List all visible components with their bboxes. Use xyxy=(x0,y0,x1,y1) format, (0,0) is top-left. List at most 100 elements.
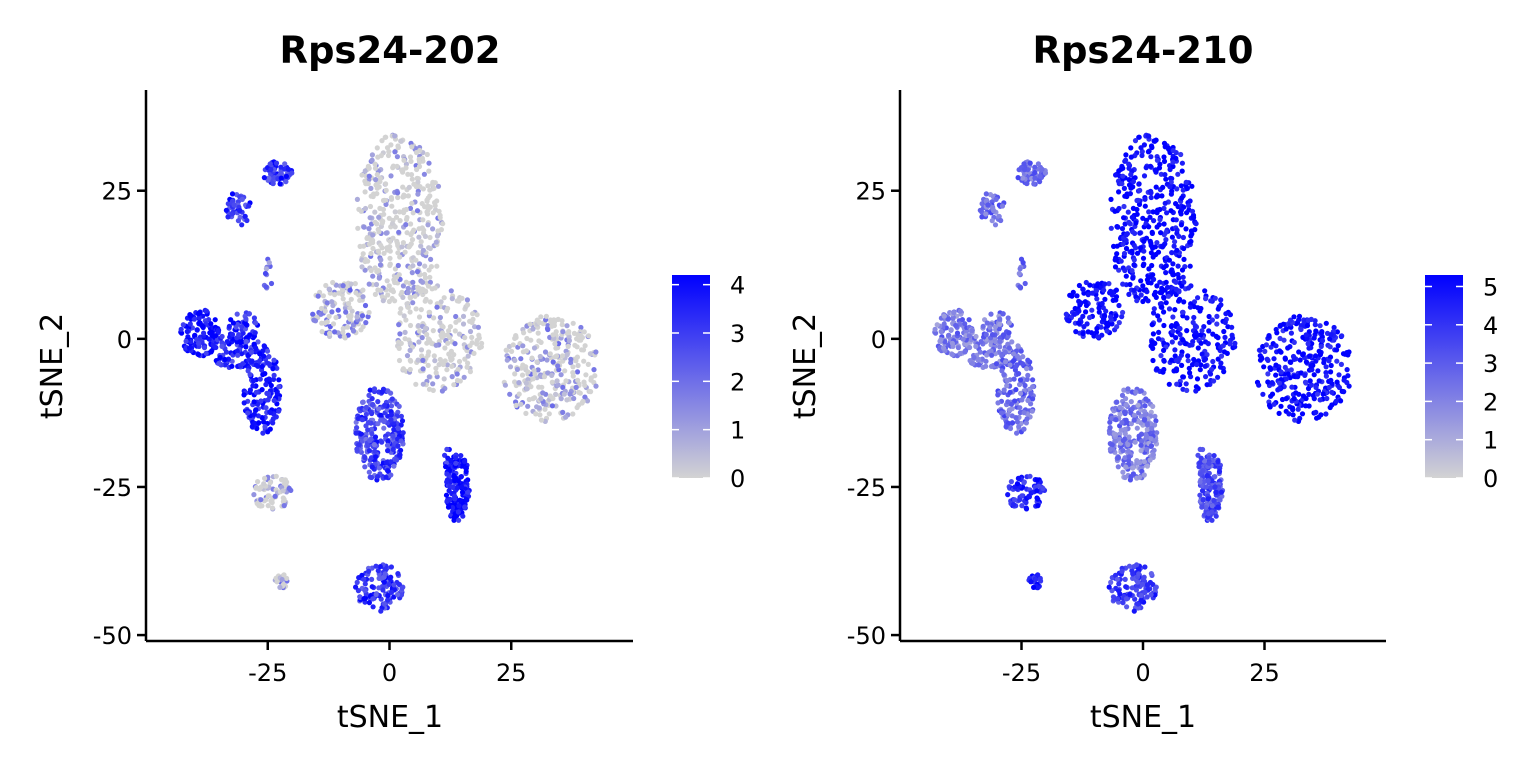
cell-point xyxy=(1163,279,1169,285)
cell-point xyxy=(335,307,341,313)
cell-point xyxy=(459,484,465,490)
cell-point xyxy=(359,172,365,178)
cell-point xyxy=(440,361,446,368)
cell-point xyxy=(1085,292,1091,298)
cell-point xyxy=(555,382,561,388)
cell-point xyxy=(1141,417,1147,423)
cell-point xyxy=(1121,250,1128,257)
cell-point xyxy=(344,324,351,330)
cell-point xyxy=(353,584,359,590)
cell-point xyxy=(1172,353,1178,359)
cell-point xyxy=(1199,488,1206,494)
cell-point xyxy=(362,464,368,470)
cell-point xyxy=(1024,416,1030,422)
cell-point xyxy=(380,298,386,304)
cell-point xyxy=(403,222,409,228)
cell-point xyxy=(365,427,371,433)
cell-point xyxy=(1152,438,1158,444)
cell-point xyxy=(997,338,1003,345)
cell-point xyxy=(215,328,221,334)
cell-point xyxy=(368,426,375,432)
cell-point xyxy=(550,332,556,338)
cell-point xyxy=(467,328,474,335)
y-tick-label: 25 xyxy=(101,178,132,206)
cell-point xyxy=(409,144,415,150)
y-tick-label: -50 xyxy=(93,622,132,650)
cell-point xyxy=(395,250,401,256)
cell-point xyxy=(450,484,456,490)
cell-point xyxy=(1113,172,1119,178)
cell-point xyxy=(267,426,273,432)
cell-point xyxy=(553,391,559,397)
cell-point xyxy=(462,459,468,465)
cell-point xyxy=(1008,401,1015,407)
cell-point xyxy=(1184,210,1190,216)
cell-point xyxy=(354,579,360,586)
cell-point xyxy=(1208,485,1214,491)
cell-point xyxy=(203,308,210,314)
cell-point xyxy=(449,374,455,380)
cell-point xyxy=(1005,315,1011,321)
cell-point xyxy=(395,262,401,269)
cell-point xyxy=(1147,457,1153,463)
cell-point xyxy=(1035,496,1041,502)
cell-point xyxy=(387,262,393,269)
cell-point xyxy=(409,270,415,276)
cell-point xyxy=(1141,173,1148,179)
cell-point xyxy=(1126,165,1132,171)
cell-point xyxy=(1293,390,1299,396)
cell-point xyxy=(1027,160,1033,166)
cell-point xyxy=(1153,294,1159,300)
cell-point xyxy=(367,437,373,444)
cell-point xyxy=(372,219,378,225)
cell-point xyxy=(366,568,372,574)
cell-point xyxy=(1190,319,1196,326)
cell-point xyxy=(1265,379,1271,385)
cell-point xyxy=(378,608,384,614)
cell-point xyxy=(371,442,377,448)
cell-point xyxy=(1148,250,1154,256)
cell-point xyxy=(229,363,235,369)
cell-point xyxy=(1183,226,1189,232)
cell-point xyxy=(1139,468,1145,474)
cell-point xyxy=(1019,397,1025,403)
cell-point xyxy=(1204,382,1210,388)
cell-point xyxy=(1032,175,1038,181)
cell-point xyxy=(1290,353,1297,360)
cell-point xyxy=(1133,245,1139,251)
cell-point xyxy=(1135,402,1141,408)
cell-point xyxy=(1127,591,1133,598)
cell-point xyxy=(372,448,378,454)
cell-point xyxy=(409,200,415,206)
cell-point xyxy=(502,382,508,388)
cell-point xyxy=(329,299,335,305)
cell-point xyxy=(444,332,450,338)
cell-point xyxy=(263,405,269,411)
cell-point xyxy=(241,400,247,406)
cell-point xyxy=(459,489,466,495)
cell-point xyxy=(1266,402,1273,408)
cell-point xyxy=(405,285,411,291)
cell-point xyxy=(263,284,269,290)
cell-point xyxy=(1142,203,1148,209)
cell-point xyxy=(943,325,949,331)
cell-point xyxy=(462,504,468,510)
cell-point xyxy=(416,328,422,334)
cell-point xyxy=(518,356,524,362)
cell-point xyxy=(1315,368,1321,374)
cell-point xyxy=(1335,343,1341,349)
cell-point xyxy=(1302,379,1309,385)
cell-point xyxy=(1021,167,1028,173)
x-tick-label: 25 xyxy=(1249,659,1280,687)
cell-point xyxy=(388,142,394,148)
cell-point xyxy=(1212,295,1218,301)
cell-point xyxy=(469,319,475,325)
cell-point xyxy=(388,459,394,465)
cell-point xyxy=(430,387,436,393)
cell-point xyxy=(257,351,263,357)
y-tick-label: 25 xyxy=(855,178,886,206)
cell-point xyxy=(1150,254,1156,260)
cell-point xyxy=(1140,298,1146,305)
cell-point xyxy=(394,154,400,160)
cell-point xyxy=(1140,255,1147,261)
